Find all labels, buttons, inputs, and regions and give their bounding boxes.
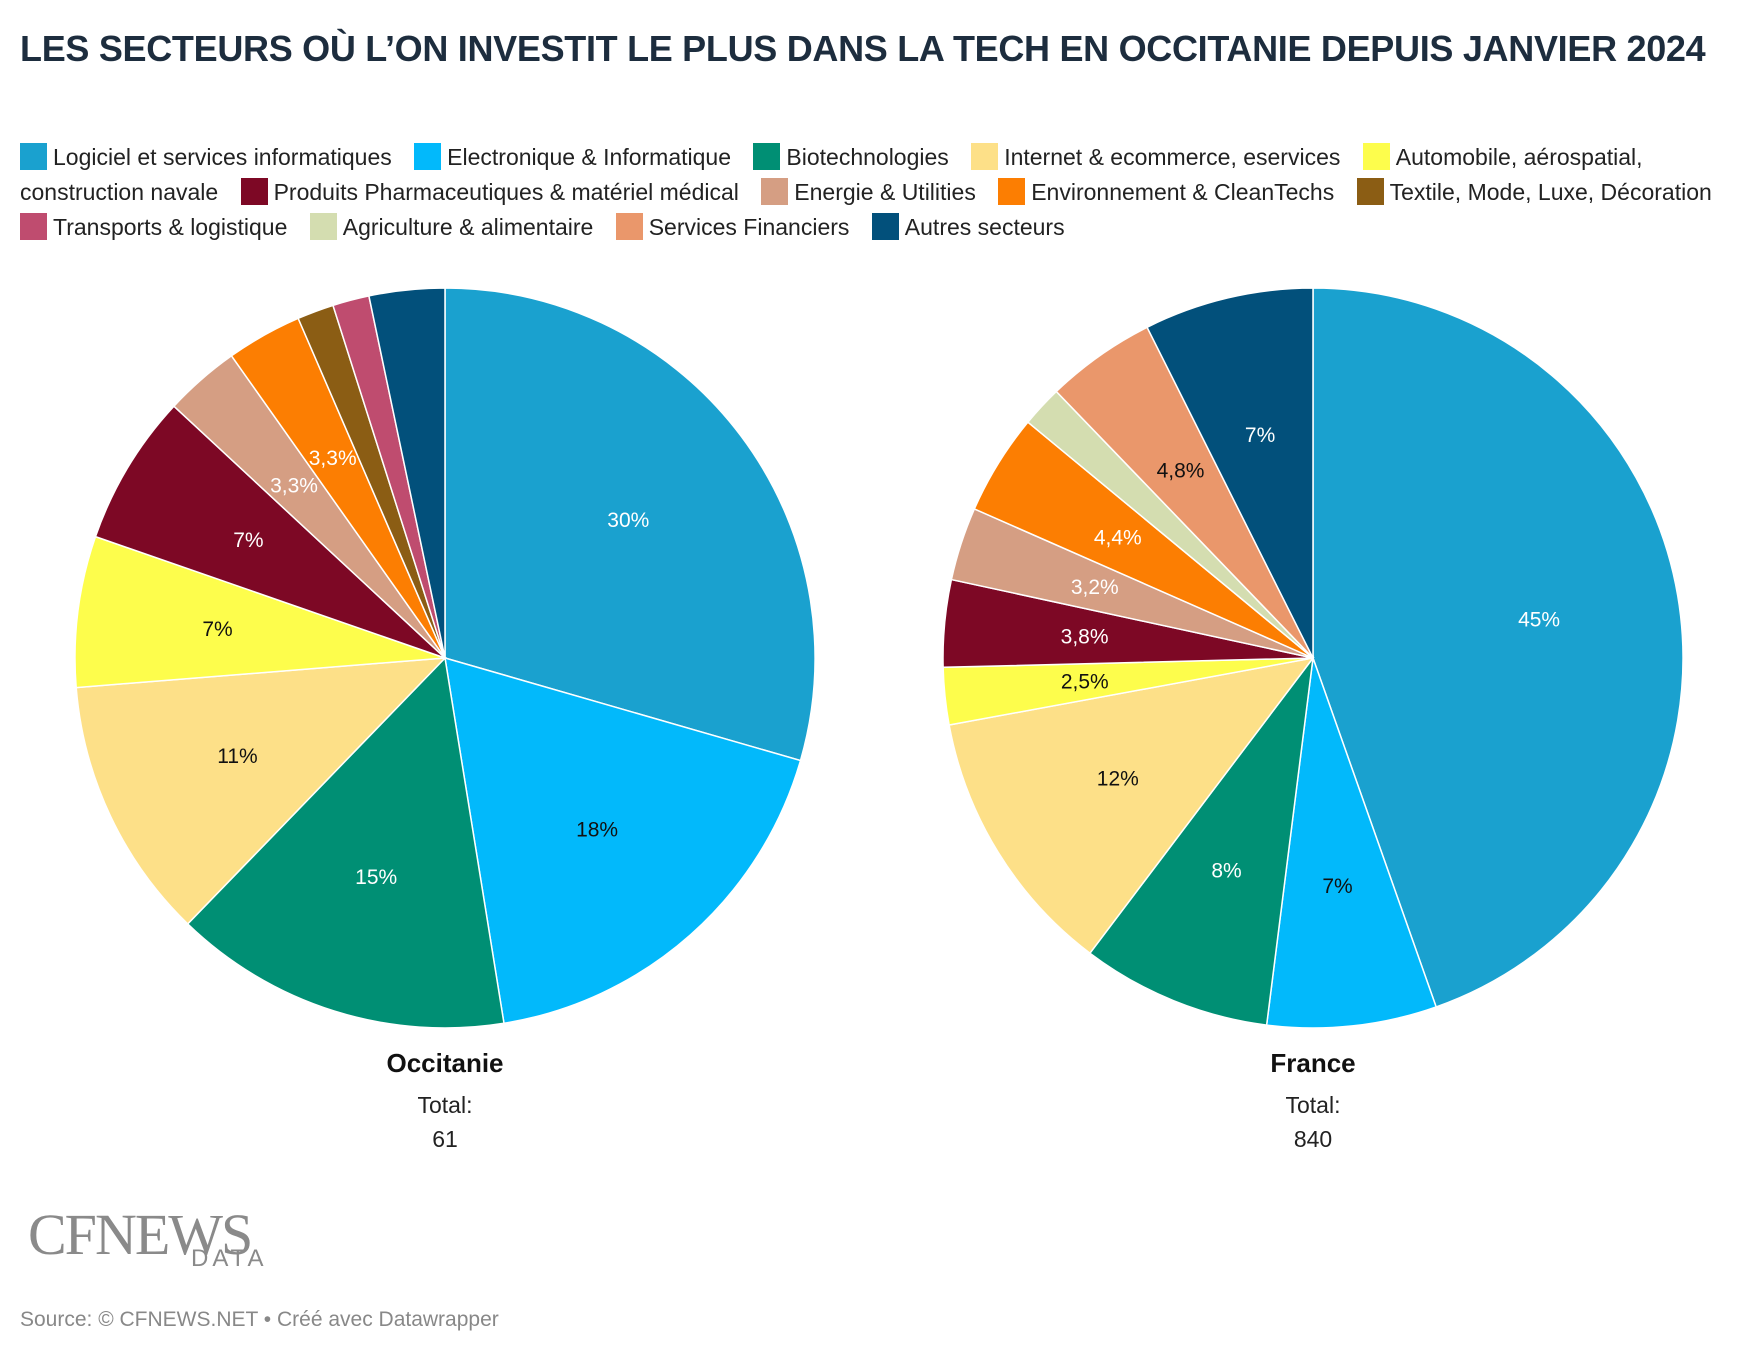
- pie-total-value: 840: [1293, 1126, 1333, 1152]
- slice-label: 4,4%: [1094, 527, 1142, 550]
- legend-swatch: [971, 143, 999, 170]
- pie-name-france: France: [1270, 1048, 1356, 1078]
- slice-label: 18%: [576, 819, 618, 842]
- pie-slice: [94, 405, 446, 659]
- legend-label: Environnement & CleanTechs: [1031, 179, 1335, 205]
- pie-name-occitanie: Occitanie: [386, 1048, 504, 1078]
- pie-slice: [1146, 287, 1314, 659]
- legend-item: Automobile, aérospatial, construction na…: [20, 143, 1643, 205]
- slice-label: 15%: [355, 866, 397, 889]
- pie-total-occitanie: Total: 61: [245, 1088, 645, 1156]
- legend-label: Produits Pharmaceutiques & matériel médi…: [273, 179, 739, 205]
- legend-label: Energie & Utilities: [794, 179, 976, 205]
- legend-label: Textile, Mode, Luxe, Décoration: [1389, 179, 1712, 205]
- logo-main-text: CFNEWS: [28, 1202, 253, 1267]
- slice-label: 3,8%: [1061, 625, 1109, 648]
- legend-label: Agriculture & alimentaire: [342, 214, 594, 240]
- legend-swatch: [871, 213, 899, 240]
- cfnews-data-logo: CFNEWS DATA: [28, 1205, 288, 1275]
- pie-slice: [1088, 655, 1315, 1026]
- slice-label: 2,5%: [1061, 671, 1109, 694]
- chart-title: LES SECTEURS OÙ L’ON INVESTIT LE PLUS DA…: [20, 28, 1706, 69]
- logo-sub-text: DATA: [191, 1245, 268, 1272]
- pie-slice: [368, 287, 446, 659]
- slice-label: 45%: [1518, 608, 1560, 631]
- legend-item: Environnement & CleanTechs: [998, 178, 1335, 205]
- pie-total-label: Total:: [1285, 1092, 1341, 1118]
- pie-slice: [444, 287, 816, 762]
- legend-label: Transports & logistique: [53, 214, 288, 240]
- legend-swatch: [998, 178, 1026, 205]
- pie-slice: [186, 656, 505, 1029]
- slice-label: 30%: [607, 509, 649, 532]
- legend-swatch: [615, 213, 643, 240]
- slice-label: 3,3%: [309, 447, 357, 470]
- legend-swatch: [240, 178, 268, 205]
- legend-swatch: [1362, 143, 1390, 170]
- legend-swatch: [753, 143, 781, 170]
- pie-slice: [948, 656, 1315, 955]
- legend-item: Logiciel et services informatiques: [20, 143, 392, 170]
- source-note: Source: © CFNEWS.NET • Créé avec Datawra…: [20, 1308, 499, 1331]
- legend-label: Biotechnologies: [786, 144, 949, 170]
- slice-label: 8%: [1211, 860, 1241, 883]
- pie-total-label: Total:: [417, 1092, 473, 1118]
- slice-label: 12%: [1097, 768, 1139, 791]
- legend-label: Services Financiers: [648, 214, 850, 240]
- pie-total-france: Total: 840: [1113, 1088, 1513, 1156]
- legend-swatch: [414, 143, 442, 170]
- legend-item: Autres secteurs: [871, 213, 1065, 240]
- legend-label: Electronique & Informatique: [447, 144, 731, 170]
- pie-total-value: 61: [432, 1126, 458, 1152]
- legend-item: Electronique & Informatique: [414, 143, 731, 170]
- slice-label: 7%: [1245, 424, 1275, 447]
- legend-item: Agriculture & alimentaire: [309, 213, 594, 240]
- legend-item: Textile, Mode, Luxe, Décoration: [1356, 178, 1712, 205]
- slice-label: 3,3%: [270, 474, 318, 497]
- legend-swatch: [761, 178, 789, 205]
- slice-label: 7%: [202, 618, 232, 641]
- slice-label: 11%: [217, 745, 257, 768]
- legend-swatch: [309, 213, 337, 240]
- slice-label: 7%: [1322, 875, 1352, 898]
- legend-swatch: [1356, 178, 1384, 205]
- pie-occitanie: 30% 18% 15% 11% 7% 7% 3,3% 3,3%: [74, 287, 816, 1029]
- pie-slice: [75, 657, 447, 925]
- legend-label: Logiciel et services informatiques: [53, 144, 392, 170]
- pie-slice: [1312, 287, 1684, 1008]
- legend-item: Produits Pharmaceutiques & matériel médi…: [240, 178, 739, 205]
- pie-slice: [74, 535, 446, 689]
- legend-label: Automobile, aérospatial, construction na…: [20, 144, 1643, 205]
- legend-item: Internet & ecommerce, eservices: [971, 143, 1341, 170]
- legend-item: Services Financiers: [615, 213, 850, 240]
- legend-item: Biotechnologies: [753, 143, 949, 170]
- legend-label: Autres secteurs: [904, 214, 1065, 240]
- legend-item: Energie & Utilities: [761, 178, 976, 205]
- legend-label: Internet & ecommerce, eservices: [1004, 144, 1341, 170]
- legend: Logiciel et services informatiques Elect…: [20, 140, 1730, 245]
- legend-swatch: [20, 143, 47, 170]
- pie-slice: [1265, 657, 1438, 1029]
- slice-label: 3,2%: [1071, 576, 1119, 599]
- pie-slice: [444, 656, 802, 1025]
- slice-label: 7%: [233, 529, 263, 552]
- legend-item: Transports & logistique: [20, 213, 288, 240]
- legend-swatch: [20, 213, 47, 240]
- pie-france: 45% 7% 8% 12% 2,5% 3,8% 3,2% 4,4% 4,8% 7%: [942, 287, 1684, 1029]
- slice-label: 4,8%: [1157, 460, 1205, 483]
